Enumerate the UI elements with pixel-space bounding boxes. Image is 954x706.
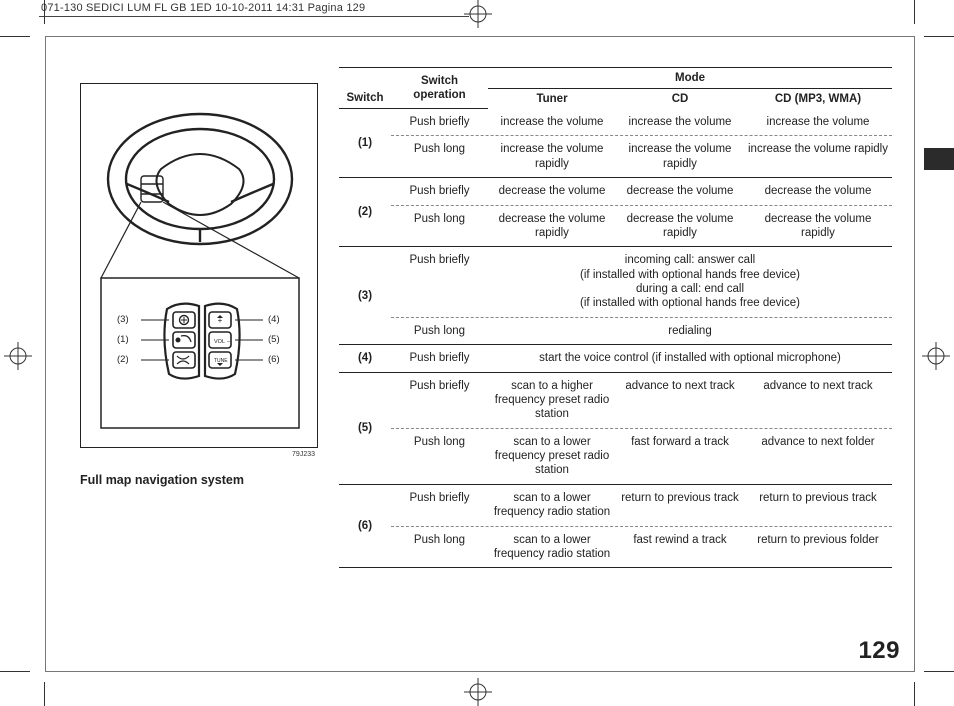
cell: decrease the volume rapidly (488, 206, 616, 247)
cell: scan to a higher frequency preset radio … (488, 373, 616, 428)
table-group-2: (2) Push briefly decrease the volume dec… (339, 178, 892, 247)
hdr-cd: CD (616, 89, 744, 109)
cell: return to previous track (616, 485, 744, 526)
cell-op: Push long (391, 527, 488, 568)
hdr-switch: Switch (339, 68, 391, 109)
cell: scan to a lower frequency radio station (488, 485, 616, 526)
cell-merged: start the voice control (if installed wi… (488, 345, 892, 371)
cell: decrease the volume (744, 178, 892, 204)
cell: increase the volume rapidly (616, 136, 744, 177)
crop-mark (914, 0, 915, 24)
switch-no-1: (1) (339, 109, 391, 177)
figure-caption: Full map navigation system (80, 473, 244, 487)
cell-op: Push briefly (391, 109, 488, 135)
registration-mark (464, 678, 492, 706)
hdr-operation: Switch operation (391, 68, 488, 109)
cell: return to previous folder (744, 527, 892, 568)
svg-text:VOL: VOL (214, 339, 225, 345)
cell: return to previous track (744, 485, 892, 526)
figure-code: 79J233 (292, 451, 315, 458)
crop-mark (44, 0, 45, 24)
fig-label-3: (3) (117, 314, 129, 325)
cell-op: Push long (391, 318, 488, 344)
hdr-op-line2: operation (413, 88, 465, 102)
hdr-op-line1: Switch (421, 74, 458, 88)
print-slug: 071-130 SEDICI LUM FL GB 1ED 10-10-2011 … (39, 0, 469, 17)
crop-mark (44, 682, 45, 706)
hdr-cd-mp3: CD (MP3, WMA) (744, 89, 892, 109)
cell: advance to next folder (744, 429, 892, 484)
cell: advance to next track (744, 373, 892, 428)
registration-mark (464, 0, 492, 28)
registration-mark (4, 342, 32, 370)
switch-no-2: (2) (339, 178, 391, 246)
cell: decrease the volume rapidly (616, 206, 744, 247)
table-group-4: (4) Push briefly start the voice control… (339, 345, 892, 372)
switch-mode-table: Switch Switch operation Mode Tuner CD CD… (339, 67, 892, 568)
fig-label-5: (5) (268, 334, 280, 345)
cell-op: Push long (391, 206, 488, 247)
page-frame: + VOL – TUNE (45, 36, 915, 672)
thumb-tab (924, 148, 954, 170)
crop-mark (0, 671, 30, 672)
cell: increase the volume (488, 109, 616, 135)
table-group-6: (6) Push briefly scan to a lower frequen… (339, 485, 892, 569)
line: (if installed with optional hands free d… (492, 268, 888, 282)
cell: scan to a lower frequency preset radio s… (488, 429, 616, 484)
cell-op: Push briefly (391, 345, 488, 371)
line: during a call: end call (492, 282, 888, 296)
switch-no-5: (5) (339, 373, 391, 484)
cell: scan to a lower frequency radio station (488, 527, 616, 568)
switch-no-6: (6) (339, 485, 391, 568)
cell: increase the volume rapidly (744, 136, 892, 177)
cell-op: Push briefly (391, 178, 488, 204)
fig-label-2: (2) (117, 354, 129, 365)
crop-mark (924, 671, 954, 672)
cell: fast rewind a track (616, 527, 744, 568)
line: (if installed with optional hands free d… (492, 296, 888, 310)
table-group-3: (3) Push briefly incoming call: answer c… (339, 247, 892, 345)
cell-merged: incoming call: answer call (if installed… (488, 247, 892, 317)
cell: decrease the volume (488, 178, 616, 204)
switch-no-3: (3) (339, 247, 391, 344)
table-group-5: (5) Push briefly scan to a higher freque… (339, 373, 892, 485)
line: incoming call: answer call (492, 253, 888, 267)
cell: decrease the volume rapidly (744, 206, 892, 247)
cell: fast forward a track (616, 429, 744, 484)
crop-mark (914, 682, 915, 706)
cell: increase the volume rapidly (488, 136, 616, 177)
cell-op: Push briefly (391, 247, 488, 317)
hdr-tuner: Tuner (488, 89, 616, 109)
cell-op: Push long (391, 136, 488, 177)
page-number: 129 (858, 637, 900, 665)
fig-label-4: (4) (268, 314, 280, 325)
table-group-1: (1) Push briefly increase the volume inc… (339, 109, 892, 178)
cell-merged: redialing (488, 318, 892, 344)
cell: decrease the volume (616, 178, 744, 204)
crop-mark (0, 36, 30, 37)
cell: increase the volume (744, 109, 892, 135)
cell: advance to next track (616, 373, 744, 428)
cell-op: Push briefly (391, 485, 488, 526)
switch-no-4: (4) (339, 345, 391, 371)
steering-wheel-figure: + VOL – TUNE (80, 83, 318, 448)
cell: increase the volume (616, 109, 744, 135)
fig-label-1: (1) (117, 334, 129, 345)
registration-mark (922, 342, 950, 370)
crop-mark (924, 36, 954, 37)
hdr-mode: Mode (488, 68, 892, 88)
cell-op: Push long (391, 429, 488, 484)
fig-label-6: (6) (268, 354, 280, 365)
cell-op: Push briefly (391, 373, 488, 428)
